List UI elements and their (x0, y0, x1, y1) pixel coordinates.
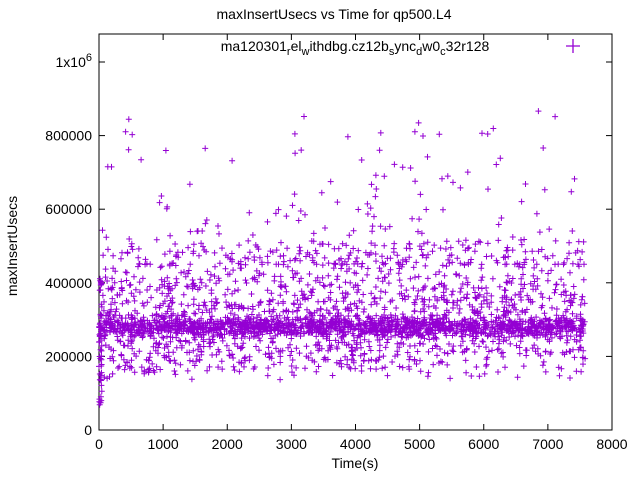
chart-title: maxInsertUsecs vs Time for qp500.L4 (217, 6, 452, 22)
axis-ticks: 0 1000 2000 3000 4000 5000 6000 7000 8000 0 200000… (45, 34, 628, 452)
x-tick-label: 1000 (148, 436, 179, 452)
x-tick-label: 4000 (340, 436, 371, 452)
x-tick-label: 6000 (468, 436, 499, 452)
legend-label: ma120301relwithdbg.cz12bsyncdw0c32r128 (221, 38, 490, 58)
y-tick-label: 200000 (45, 348, 92, 364)
legend: ma120301relwithdbg.cz12bsyncdw0c32r128 (221, 38, 580, 58)
y-tick-label: 800000 (45, 128, 92, 144)
x-tick-label: 8000 (596, 436, 627, 452)
y-tick-label: 400000 (45, 275, 92, 291)
x-tick-label: 3000 (276, 436, 307, 452)
x-tick-label: 2000 (212, 436, 243, 452)
scatter-points (96, 108, 589, 408)
x-axis-label: Time(s) (332, 455, 379, 471)
scatter-series-path (96, 108, 589, 408)
y-tick-label: 1x106 (56, 52, 92, 70)
legend-marker-plus-icon (566, 39, 580, 53)
x-tick-label: 0 (95, 436, 103, 452)
y-axis-label: maxInsertUsecs (4, 196, 20, 296)
x-tick-label: 7000 (532, 436, 563, 452)
y-tick-label: 0 (84, 422, 92, 438)
y-tick-label: 600000 (45, 201, 92, 217)
x-tick-label: 5000 (404, 436, 435, 452)
